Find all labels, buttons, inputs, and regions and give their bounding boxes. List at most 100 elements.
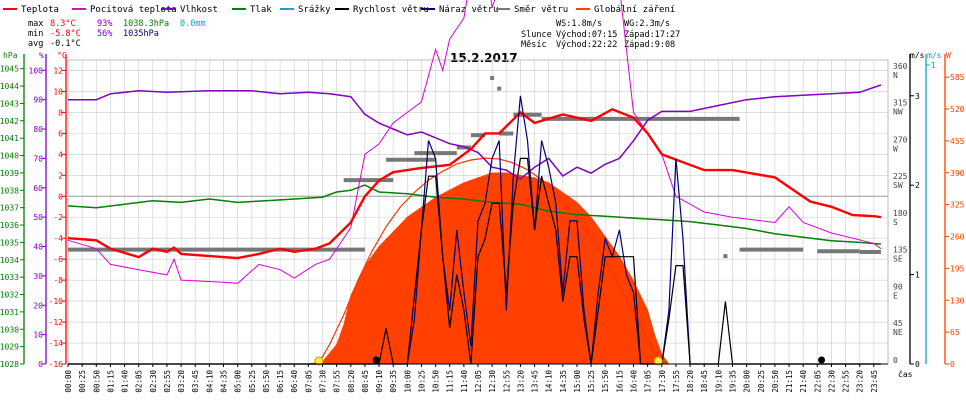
info-sun-set: Západ:17:27 <box>624 30 680 40</box>
hpa-tick-label: 1034 <box>0 256 19 265</box>
hpa-tick-label: 1037 <box>0 204 19 213</box>
x-tick-label: 03:20 <box>177 370 186 393</box>
x-tick-label: 05:00 <box>234 370 243 393</box>
x-tick-label: 20:25 <box>757 370 766 393</box>
solar-tick-label: 520 <box>950 105 965 114</box>
legend-label-wind: Rychlost větru <box>353 5 429 15</box>
temperature-tick-label: -4 <box>53 234 63 243</box>
x-tick-label: 17:55 <box>672 370 681 393</box>
hpa-tick-label: 1041 <box>0 134 19 143</box>
solar-tick-label: 585 <box>950 73 965 82</box>
x-tick-label: 12:55 <box>502 370 511 393</box>
temperature-tick-label: -10 <box>49 297 64 306</box>
x-tick-label: 22:55 <box>842 370 851 393</box>
w-axis-label: W <box>946 51 951 60</box>
wind-speed-tick-label: 2 <box>915 181 920 190</box>
sunrise-marker <box>314 356 324 366</box>
x-tick-label: 14:10 <box>545 370 554 393</box>
solar-theory-line <box>308 157 667 365</box>
x-tick-label: 06:15 <box>276 370 285 393</box>
wind-speed-tick-label: 3 <box>915 92 920 101</box>
legend-label-pressure: Tlak <box>250 5 272 15</box>
x-tick-label: 01:15 <box>106 370 115 393</box>
hpa-tick-label: 1038 <box>0 186 19 195</box>
x-tick-label: 05:50 <box>262 370 271 393</box>
plot-area <box>67 0 882 366</box>
temperature-line <box>67 107 882 260</box>
x-tick-label: 07:05 <box>304 370 313 393</box>
hpa-tick-label: 1030 <box>0 325 19 334</box>
x-tick-label: 11:40 <box>460 370 469 393</box>
x-tick-label: 12:30 <box>488 370 497 393</box>
temperature-tick-label: 6 <box>58 129 63 138</box>
temperature-tick-label: -6 <box>53 255 63 264</box>
direction-tick-label: SW <box>893 181 903 190</box>
x-tick-label: 17:30 <box>658 370 667 393</box>
humidity-tick-label: 30 <box>33 272 43 281</box>
humidity-tick-label: 20 <box>33 301 43 310</box>
x-tick-label: 23:20 <box>856 370 865 393</box>
direction-tick-label: NW <box>893 108 903 117</box>
direction-tick-value: 135 <box>893 246 908 255</box>
wind-speed-line <box>68 157 881 365</box>
legend-label-temp: Teplota <box>21 5 59 15</box>
moonrise-marker <box>818 356 826 364</box>
temperature-tick-label: 2 <box>58 171 63 180</box>
x-tick-label: 07:55 <box>333 370 342 393</box>
x-tick-label: 08:45 <box>361 370 370 393</box>
legend-label-feels: Pocitová teplota <box>90 5 177 15</box>
x-tick-label: 21:15 <box>785 370 794 393</box>
temperature-tick-label: -2 <box>53 213 63 222</box>
hpa-tick-label: 1039 <box>0 169 19 178</box>
info-block: WS:1.8m/s WG:2.3m/s Slunce Východ:07:15 … <box>521 19 680 50</box>
x-tick-label: 20:50 <box>771 370 780 393</box>
direction-tick-value: 360 <box>893 62 908 71</box>
direction-tick-value: 315 <box>893 99 908 108</box>
x-tick-label: 02:05 <box>135 370 144 393</box>
hpa-tick-label: 1033 <box>0 273 19 282</box>
x-tick-label: 10:50 <box>432 370 441 393</box>
info-sun-label: Slunce <box>521 30 552 40</box>
legend: Teplota Pocitová teplota Vlhkost Tlak Srážky… <box>3 5 675 15</box>
hpa-tick-label: 1040 <box>0 152 19 161</box>
x-tick-label: 18:20 <box>686 370 695 393</box>
solar-tick-label: 0 <box>950 360 955 369</box>
x-tick-label: 03:45 <box>191 370 200 393</box>
temperature-tick-label: 10 <box>53 87 63 96</box>
sunset-marker <box>653 356 663 366</box>
x-tick-label: 16:40 <box>630 370 639 393</box>
chart-title: 15.2.2017 <box>450 51 518 65</box>
temperature-tick-label: -14 <box>49 339 64 348</box>
humidity-line <box>68 84 882 180</box>
x-tick-label: 09:10 <box>375 370 384 393</box>
x-tick-label: 13:45 <box>531 370 540 393</box>
x-tick-label: 12:05 <box>474 370 483 393</box>
direction-tick-label: S <box>893 218 898 227</box>
solar-tick-label: 260 <box>950 233 965 242</box>
x-tick-label: 15:25 <box>587 370 596 393</box>
y-axes: 1045104410431042104110401039103810371036… <box>0 54 965 369</box>
wind-direction-dot <box>497 86 502 91</box>
direction-tick-label: NE <box>893 328 903 337</box>
humidity-tick-label: 80 <box>33 125 43 134</box>
direction-tick-label: N <box>893 71 898 80</box>
humidity-tick-label: 10 <box>33 331 43 340</box>
x-axis-unit-label: čas <box>898 369 913 379</box>
hpa-tick-label: 1042 <box>0 117 19 126</box>
x-tick-label: 05:25 <box>248 370 257 393</box>
x-tick-label: 22:30 <box>827 370 836 393</box>
direction-tick-label: SE <box>893 255 903 264</box>
humidity-tick-label: 0 <box>38 360 43 369</box>
solar-tick-label: 130 <box>950 296 965 305</box>
feels-temperature-line <box>67 0 882 284</box>
humidity-tick-label: 50 <box>33 213 43 222</box>
x-tick-label: 10:00 <box>403 370 412 393</box>
x-tick-label: 22:05 <box>813 370 822 393</box>
x-tick-label: 00:50 <box>92 370 101 393</box>
x-tick-label: 23:45 <box>870 370 879 393</box>
temperature-tick-label: -8 <box>53 276 63 285</box>
direction-tick-label: W <box>893 144 898 153</box>
wind-speed-tick-label: 0 <box>915 360 920 369</box>
direction-tick-value: 0 <box>893 356 898 365</box>
